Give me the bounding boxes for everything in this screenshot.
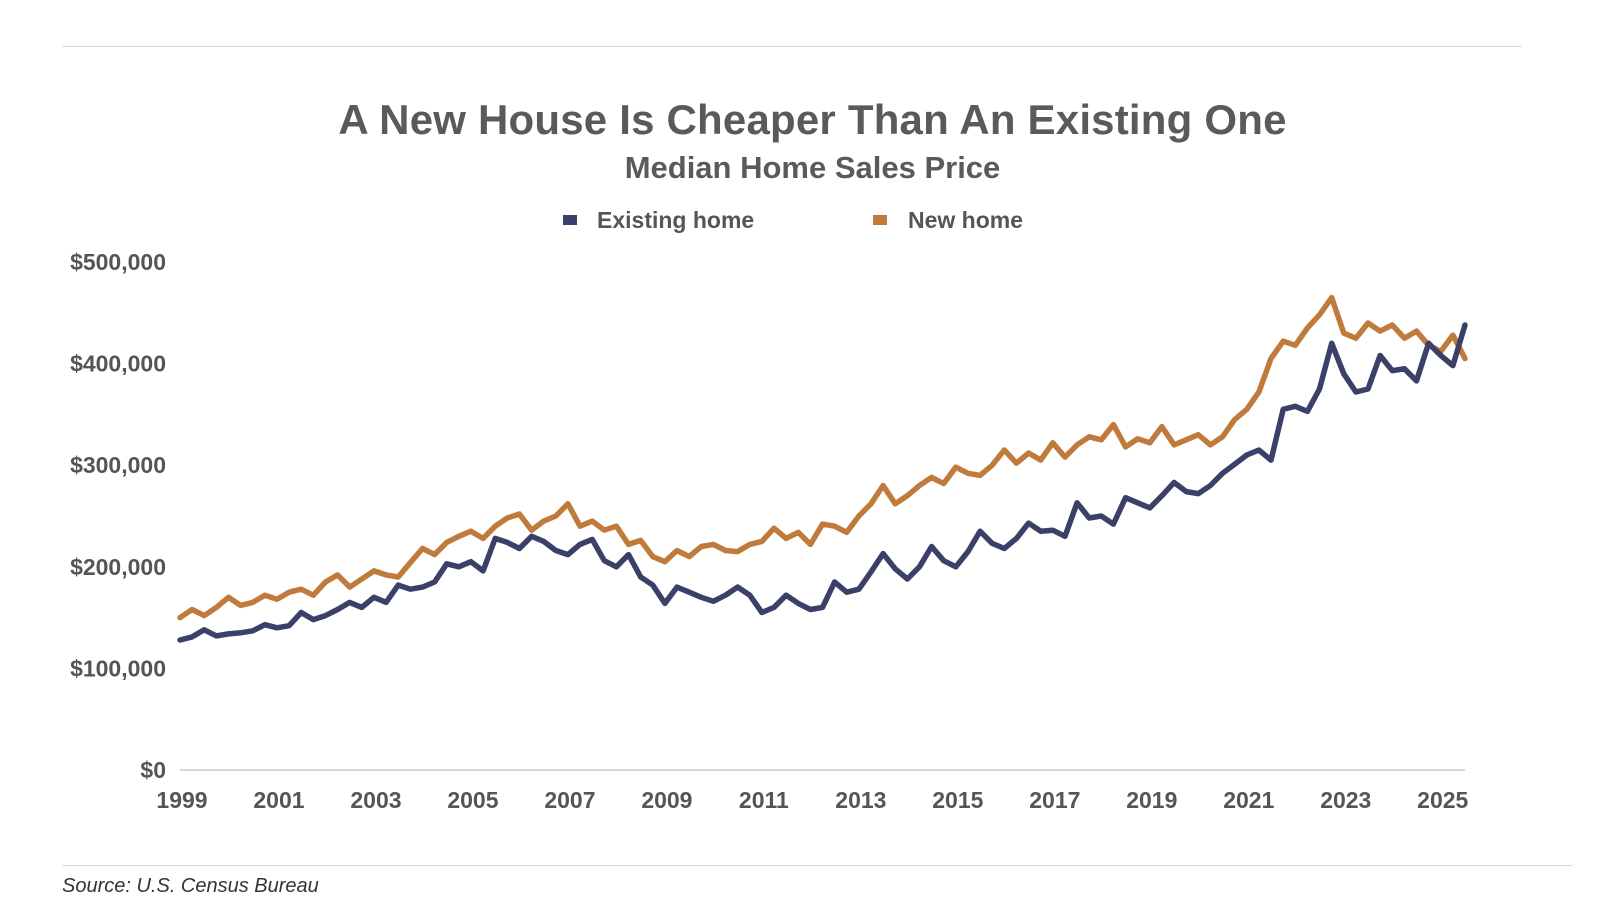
x-tick-label: 2021 — [1223, 787, 1274, 813]
x-axis: 1999 2001 2003 2005 2007 2009 2011 2013 2015 2017… — [156, 787, 1468, 813]
y-tick-label: $100,000 — [70, 655, 166, 681]
x-tick-label: 2009 — [641, 787, 692, 813]
x-tick-label: 2023 — [1320, 787, 1371, 813]
y-tick-label: $200,000 — [70, 554, 166, 580]
x-tick-label: 2005 — [447, 787, 498, 813]
x-tick-label: 2001 — [253, 787, 304, 813]
y-axis: $0 $100,000 $200,000 $300,000 $400,000 $500,0… — [70, 249, 166, 783]
legend-label-existing: Existing home — [597, 207, 754, 233]
x-tick-label: 2015 — [932, 787, 983, 813]
y-tick-label: $300,000 — [70, 452, 166, 478]
x-tick-label: 2011 — [739, 787, 789, 813]
legend-swatch-new — [873, 215, 887, 225]
chart-subtitle: Median Home Sales Price — [624, 150, 1001, 185]
source-note: Source: U.S. Census Bureau — [62, 875, 319, 897]
top-divider — [62, 46, 1522, 47]
legend: Existing home New home — [563, 207, 1023, 233]
y-tick-label: $0 — [140, 757, 166, 783]
x-tick-label: 2017 — [1029, 787, 1080, 813]
legend-swatch-existing — [563, 215, 577, 225]
series-line-new-home — [177, 294, 1468, 621]
x-tick-label: 1999 — [156, 787, 207, 813]
y-tick-label: $500,000 — [70, 249, 166, 275]
x-tick-label: 2007 — [544, 787, 595, 813]
series-lines — [177, 294, 1468, 643]
x-tick-label: 2013 — [835, 787, 886, 813]
x-tick-label: 2019 — [1126, 787, 1177, 813]
x-tick-label: 2025 — [1417, 787, 1468, 813]
bottom-divider — [62, 865, 1572, 866]
chart-title: A New House Is Cheaper Than An Existing … — [338, 96, 1287, 143]
x-tick-label: 2003 — [350, 787, 401, 813]
y-tick-label: $400,000 — [70, 351, 166, 377]
legend-label-new: New home — [908, 207, 1023, 233]
series-line-existing-home — [177, 322, 1468, 643]
